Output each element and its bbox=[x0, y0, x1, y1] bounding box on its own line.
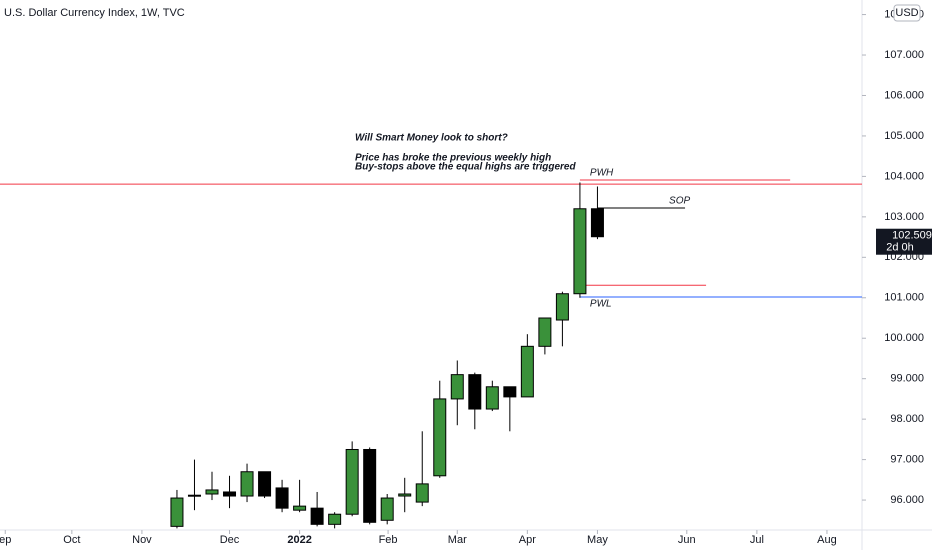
candle-body bbox=[275, 487, 289, 509]
y-tick-label: 103.000 bbox=[884, 211, 924, 223]
x-tick-label: Jun bbox=[678, 534, 696, 546]
candle-body bbox=[293, 505, 307, 511]
x-tick-label: May bbox=[587, 534, 608, 546]
candle-body bbox=[555, 293, 569, 321]
y-tick-label: 100.000 bbox=[884, 332, 924, 344]
y-tick-label: 99.000 bbox=[890, 373, 924, 385]
candle-body bbox=[398, 493, 412, 497]
countdown: 2d 0h bbox=[886, 242, 914, 254]
annotation: Buy-stops above the equal highs are trig… bbox=[355, 162, 576, 173]
y-tick-label: 106.000 bbox=[884, 89, 924, 101]
y-tick-label: 96.000 bbox=[890, 494, 924, 506]
candle-body bbox=[485, 386, 499, 410]
candle-body bbox=[240, 471, 254, 497]
price-tag bbox=[876, 228, 932, 255]
candle-body bbox=[258, 471, 272, 497]
level-label: SOP bbox=[669, 196, 690, 207]
x-tick-label: Nov bbox=[132, 534, 152, 546]
x-tick-label: Mar bbox=[448, 534, 467, 546]
x-tick-label: Jul bbox=[750, 534, 764, 546]
x-tick-label: Feb bbox=[379, 534, 398, 546]
candle-body bbox=[415, 483, 429, 503]
x-tick-label: ep bbox=[0, 534, 11, 546]
candle-body bbox=[468, 374, 482, 410]
annotation: Price has broke the previous weekly high bbox=[355, 153, 551, 164]
level-label: PWH bbox=[590, 168, 614, 179]
x-tick-label: 2022 bbox=[287, 534, 311, 546]
candle-body bbox=[223, 491, 237, 497]
candle-body bbox=[590, 208, 604, 238]
chart-title: U.S. Dollar Currency Index, 1W, TVC bbox=[4, 7, 185, 19]
candle-body bbox=[380, 497, 394, 521]
x-tick-label: Aug bbox=[817, 534, 837, 546]
candle-body bbox=[170, 497, 184, 527]
candle-body bbox=[450, 374, 464, 400]
candle-body bbox=[328, 513, 342, 525]
candle-body bbox=[433, 398, 447, 477]
price-tag-label: 102.509 bbox=[892, 230, 932, 242]
currency-label: USD bbox=[895, 7, 918, 19]
candle-body bbox=[573, 208, 587, 295]
y-tick-label: 98.000 bbox=[890, 413, 924, 425]
y-tick-label: 107.000 bbox=[884, 49, 924, 61]
candle-body bbox=[205, 489, 219, 495]
candle-body bbox=[503, 386, 517, 398]
candle-body bbox=[187, 494, 201, 497]
y-tick-label: 105.000 bbox=[884, 130, 924, 142]
x-tick-label: Dec bbox=[220, 534, 240, 546]
candle-body bbox=[310, 507, 324, 525]
candle-body bbox=[538, 317, 552, 347]
annotation: Will Smart Money look to short? bbox=[355, 133, 508, 144]
candle-body bbox=[345, 448, 359, 515]
level-label: PWL bbox=[590, 299, 612, 310]
candle-body bbox=[520, 345, 534, 398]
y-tick-label: 101.000 bbox=[884, 292, 924, 304]
candle-body bbox=[363, 448, 377, 523]
currency-badge bbox=[893, 4, 921, 22]
x-tick-label: Oct bbox=[63, 534, 80, 546]
x-tick-label: Apr bbox=[519, 534, 536, 546]
y-tick-label: 104.000 bbox=[884, 170, 924, 182]
y-tick-label: 97.000 bbox=[890, 454, 924, 466]
